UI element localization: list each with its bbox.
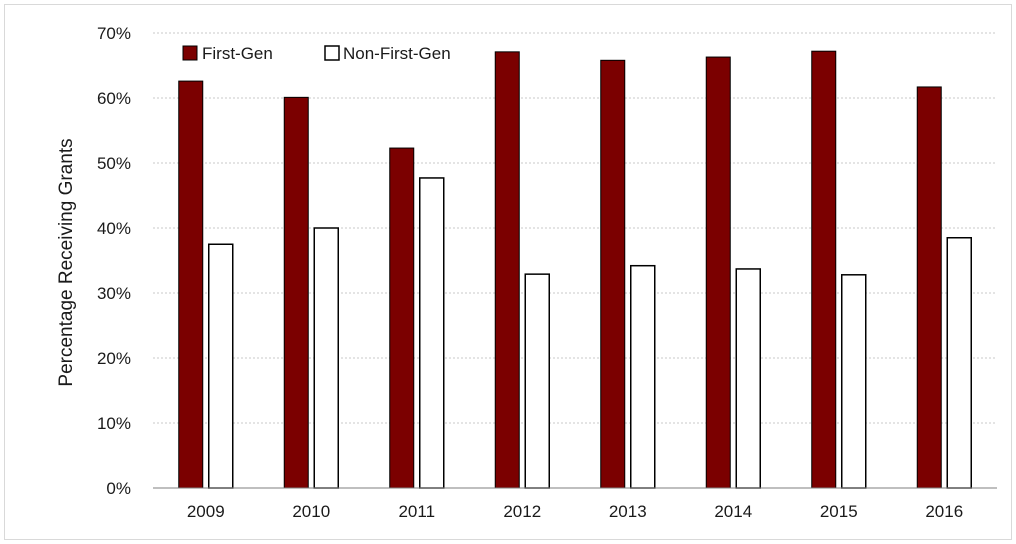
y-axis-label: Percentage Receiving Grants bbox=[56, 138, 77, 386]
x-tick-label: 2011 bbox=[398, 502, 435, 521]
bar-non-first-gen bbox=[524, 273, 550, 489]
x-tick-label: 2015 bbox=[820, 502, 858, 521]
bar-non-first-gen bbox=[313, 227, 339, 489]
bar-non-first-gen bbox=[735, 268, 761, 489]
x-tick-label: 2014 bbox=[714, 502, 752, 521]
x-tick-label: 2016 bbox=[925, 502, 963, 521]
bar-non-first-gen bbox=[841, 274, 867, 489]
x-tick-label: 2010 bbox=[292, 502, 330, 521]
x-axis-ticks: 2009 2010 2011 2012 2013 2014 2015 2016 bbox=[187, 502, 963, 521]
bar-first-gen bbox=[283, 96, 309, 489]
x-tick-label: 2013 bbox=[609, 502, 647, 521]
y-axis-ticks: 0% 10% 20% 30% 40% 50% 60% 70% bbox=[97, 24, 131, 498]
y-tick-label: 60% bbox=[97, 89, 131, 108]
y-tick-label: 70% bbox=[97, 24, 131, 43]
y-tick-label: 0% bbox=[106, 479, 131, 498]
bar-first-gen bbox=[178, 80, 204, 489]
x-tick-label: 2012 bbox=[503, 502, 541, 521]
bar-first-gen bbox=[811, 50, 837, 489]
legend-label-first-gen: First-Gen bbox=[202, 44, 273, 63]
x-tick-label: 2009 bbox=[187, 502, 225, 521]
gridlines bbox=[153, 32, 997, 424]
y-tick-label: 40% bbox=[97, 219, 131, 238]
bar-non-first-gen bbox=[630, 264, 656, 489]
legend: First-Gen Non-First-Gen bbox=[182, 44, 451, 63]
bar-first-gen bbox=[916, 86, 942, 489]
legend-swatch-non-first-gen bbox=[324, 45, 340, 61]
bar-first-gen bbox=[705, 56, 731, 489]
bar-non-first-gen bbox=[946, 237, 972, 489]
y-tick-label: 50% bbox=[97, 154, 131, 173]
bar-non-first-gen bbox=[208, 243, 234, 489]
bar-first-gen bbox=[389, 147, 415, 489]
y-tick-label: 10% bbox=[97, 414, 131, 433]
bar-first-gen bbox=[494, 51, 520, 489]
bar-non-first-gen bbox=[419, 177, 445, 489]
bar-first-gen bbox=[600, 59, 626, 489]
bars bbox=[178, 50, 972, 489]
legend-swatch-first-gen bbox=[182, 45, 198, 61]
legend-label-non-first-gen: Non-First-Gen bbox=[343, 44, 451, 63]
y-tick-label: 30% bbox=[97, 284, 131, 303]
y-tick-label: 20% bbox=[97, 349, 131, 368]
